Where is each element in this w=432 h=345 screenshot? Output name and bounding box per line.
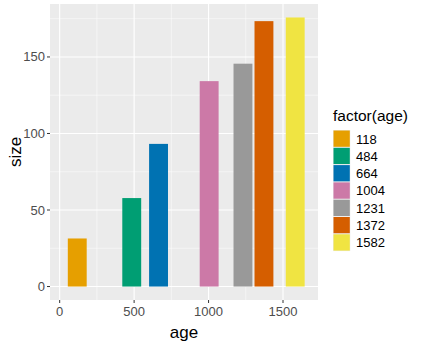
minor-grid-x bbox=[96, 4, 97, 300]
bar bbox=[255, 21, 274, 286]
legend-key bbox=[334, 148, 350, 164]
grid-y bbox=[50, 133, 318, 134]
legend-key-bg bbox=[333, 182, 350, 199]
legend-label: 118 bbox=[356, 132, 377, 147]
bar bbox=[122, 198, 141, 286]
minor-grid-y bbox=[50, 95, 318, 96]
minor-grid-y bbox=[50, 248, 318, 249]
legend-label: 664 bbox=[356, 166, 378, 181]
tick-y bbox=[47, 133, 50, 134]
x-label: age bbox=[170, 323, 198, 342]
grid-x bbox=[282, 4, 283, 300]
bar bbox=[234, 64, 253, 287]
legend-key-bg bbox=[333, 217, 350, 234]
legend-key bbox=[334, 182, 350, 198]
legend-key bbox=[334, 165, 350, 181]
grid-x bbox=[59, 4, 60, 300]
tick-y bbox=[47, 56, 50, 57]
tick-y bbox=[47, 286, 50, 287]
legend-key-bg bbox=[333, 130, 350, 147]
legend-label: 1372 bbox=[356, 218, 385, 233]
legend-key bbox=[334, 217, 350, 233]
minor-grid-x bbox=[171, 4, 172, 300]
tick-label-x: 1000 bbox=[194, 304, 223, 319]
legend-label: 1004 bbox=[356, 183, 385, 198]
panel bbox=[50, 4, 318, 300]
minor-grid-y bbox=[50, 171, 318, 172]
legend-key bbox=[334, 131, 350, 147]
tick-label-x: 0 bbox=[56, 304, 63, 319]
chart-root: 050100150050010001500agesizefactor(age)1… bbox=[0, 0, 432, 345]
bar bbox=[149, 144, 168, 287]
tick-label-y: 0 bbox=[38, 279, 45, 294]
tick-label-y: 50 bbox=[31, 203, 45, 218]
minor-grid-y bbox=[50, 18, 318, 19]
chart-svg: 050100150050010001500agesizefactor(age)1… bbox=[0, 0, 432, 345]
tick-label-y: 150 bbox=[23, 49, 45, 64]
bar bbox=[68, 238, 87, 286]
legend-label: 484 bbox=[356, 149, 378, 164]
legend-title: factor(age) bbox=[333, 107, 408, 124]
tick-label-y: 100 bbox=[23, 126, 45, 141]
legend-key-bg bbox=[333, 234, 350, 251]
legend-key bbox=[334, 234, 350, 250]
grid-y bbox=[50, 56, 318, 57]
grid-y bbox=[50, 209, 318, 210]
tick-x bbox=[134, 300, 135, 303]
tick-x bbox=[283, 300, 284, 303]
legend-key bbox=[334, 200, 350, 216]
grid-y bbox=[50, 286, 318, 287]
legend-key-bg bbox=[333, 199, 350, 216]
bar bbox=[200, 81, 219, 286]
legend-key-bg bbox=[333, 147, 350, 164]
tick-x bbox=[208, 300, 209, 303]
bars bbox=[68, 17, 305, 286]
tick-label-x: 1500 bbox=[269, 304, 298, 319]
bar bbox=[286, 17, 305, 286]
y-label: size bbox=[6, 137, 25, 167]
legend-label: 1582 bbox=[356, 235, 385, 250]
legend-label: 1231 bbox=[356, 201, 385, 216]
legend-key-bg bbox=[333, 165, 350, 182]
tick-label-x: 500 bbox=[123, 304, 145, 319]
tick-x bbox=[59, 300, 60, 303]
tick-y bbox=[47, 210, 50, 211]
